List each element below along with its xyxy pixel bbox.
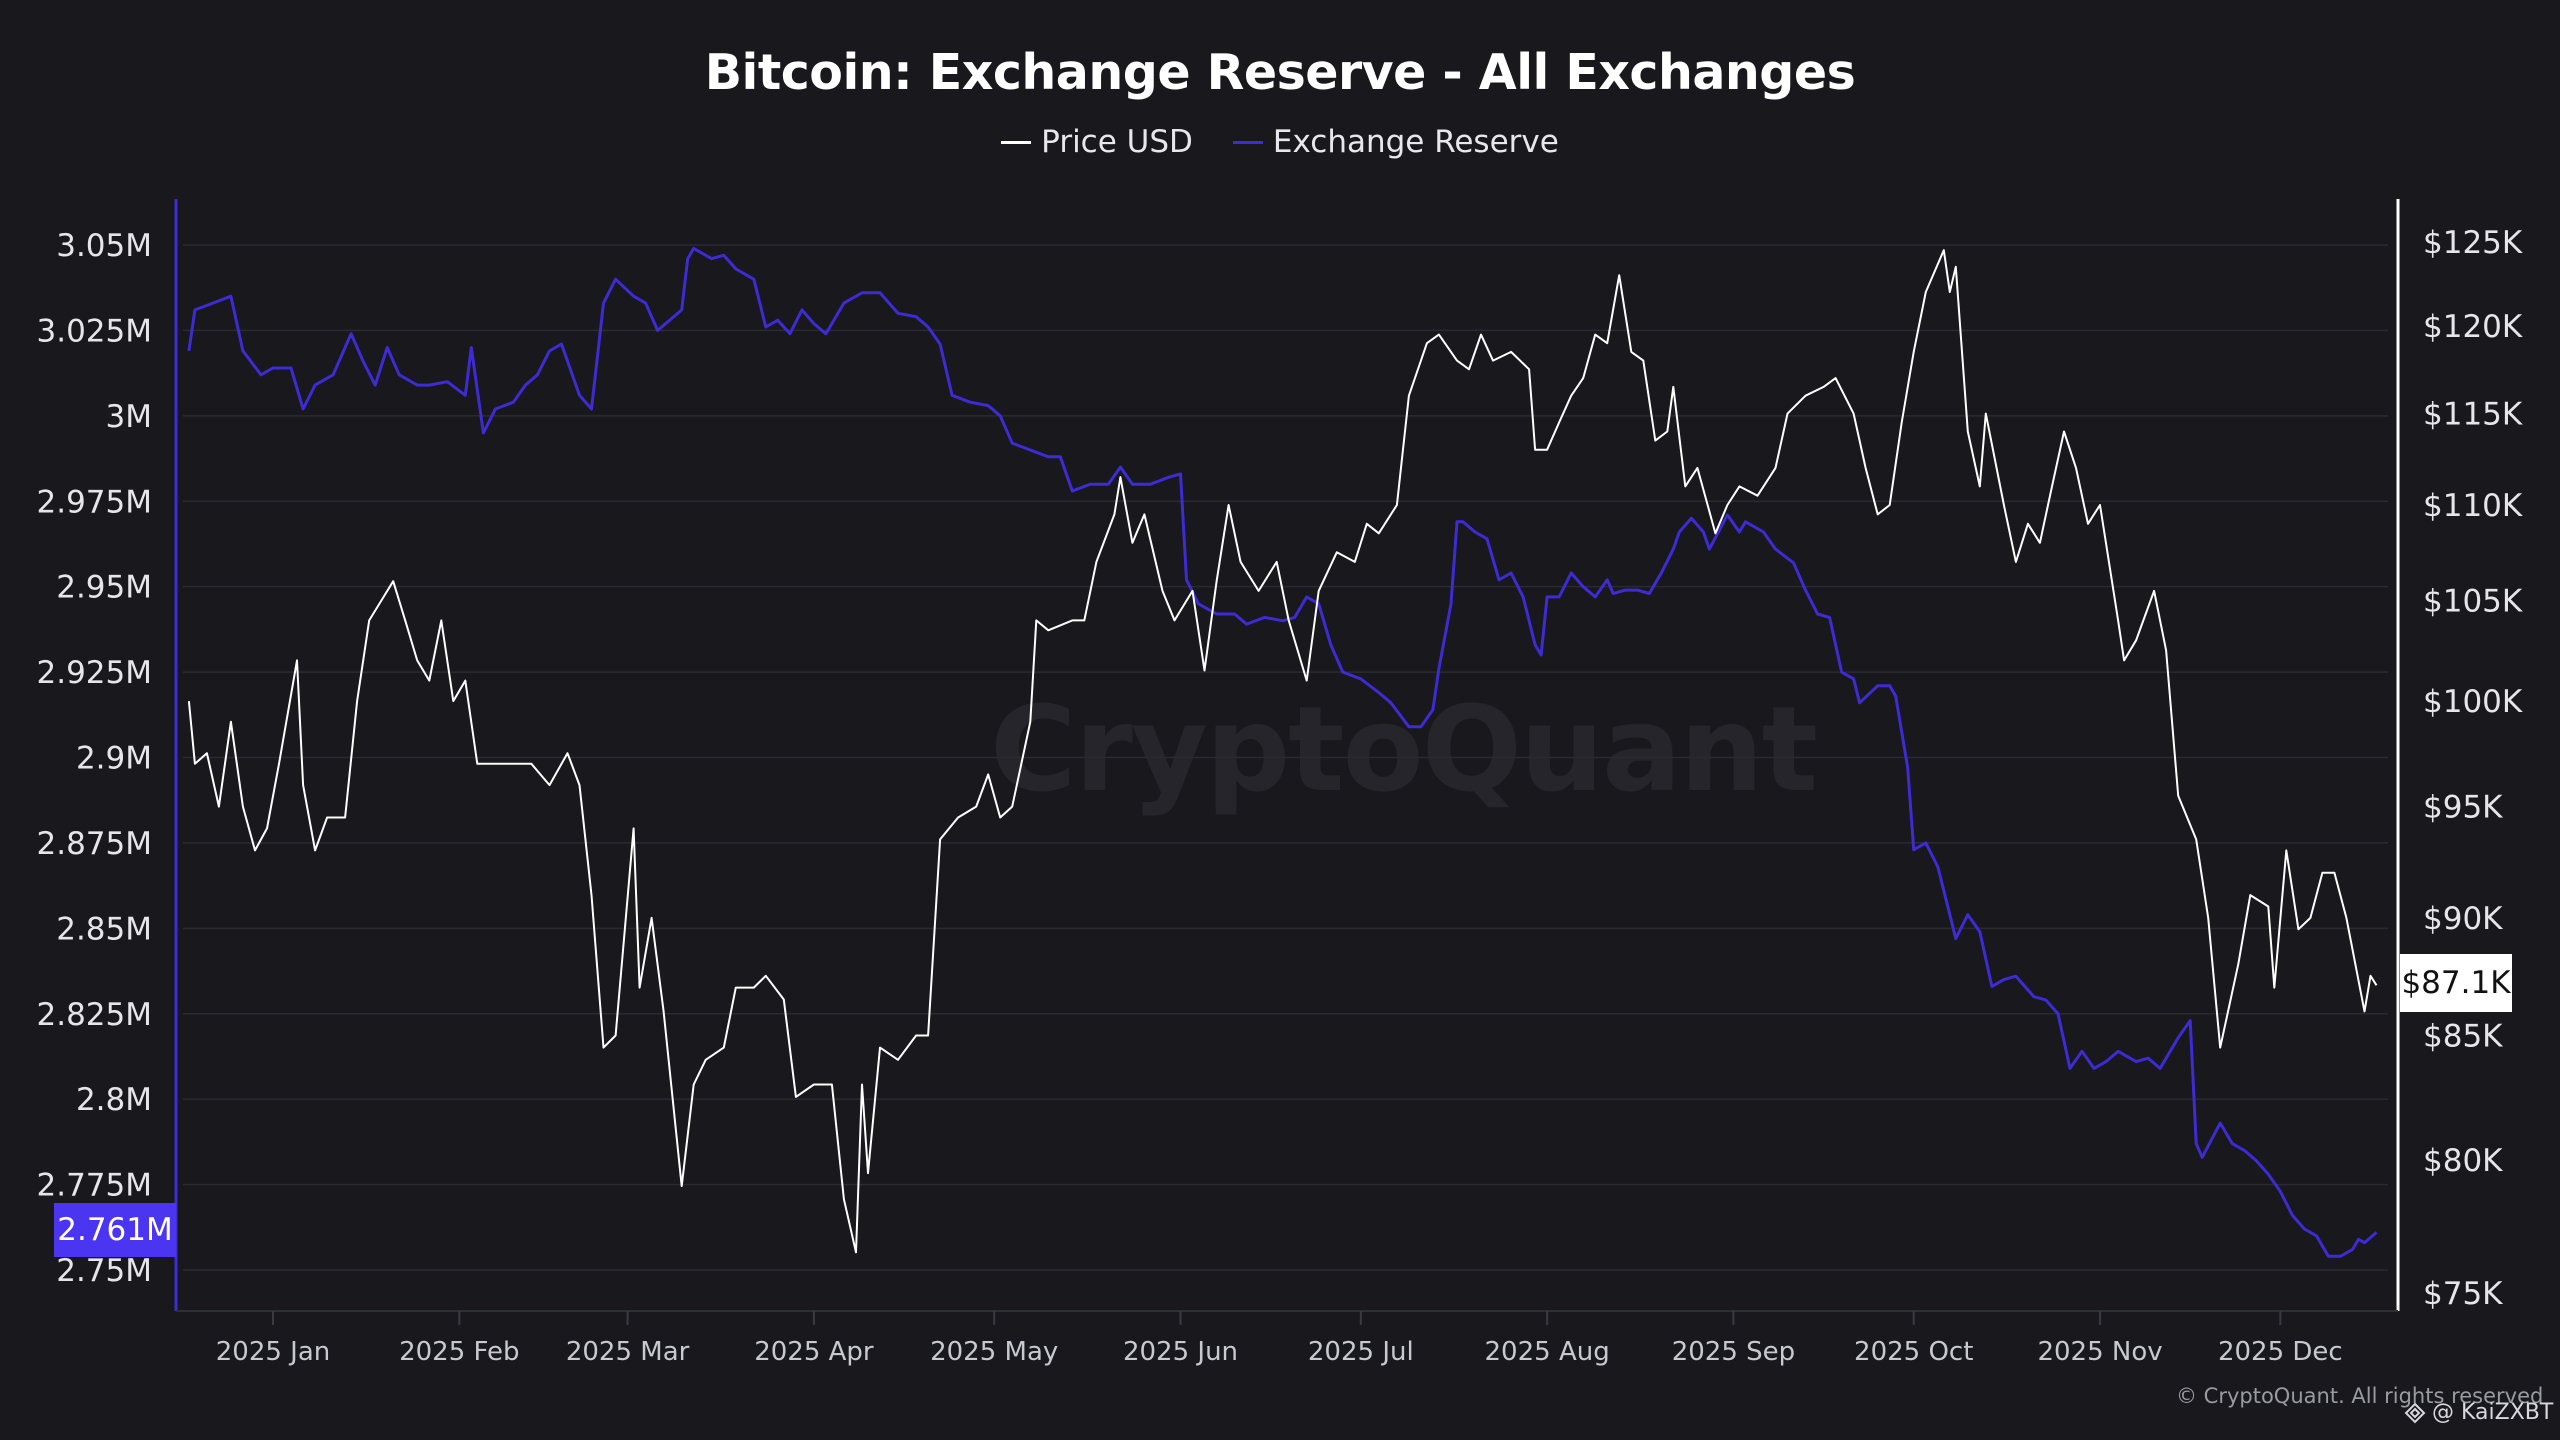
legend-item-price[interactable]: Price USD — [1001, 124, 1193, 160]
right-axis-tick-label: $75K — [2423, 1276, 2503, 1312]
right-axis-tick-label: $90K — [2423, 901, 2503, 937]
left-axis-tick-label: 2.75M — [56, 1253, 152, 1289]
left-axis-tick-label: 2.95M — [56, 570, 152, 606]
x-axis-tick-label: 2025 Jan — [216, 1337, 331, 1367]
legend-label-reserve: Exchange Reserve — [1272, 124, 1559, 160]
chart-title: Bitcoin: Exchange Reserve - All Exchange… — [704, 44, 1856, 101]
price-usd-line — [187, 249, 2378, 1254]
x-axis-tick-label: 2025 Dec — [2218, 1337, 2343, 1367]
left-axis-tick-label: 2.975M — [37, 484, 153, 520]
right-axis-tick-label: $100K — [2423, 684, 2523, 720]
left-axis-tick-label: 2.825M — [37, 997, 153, 1033]
right-axis-tick-label: $85K — [2423, 1018, 2503, 1054]
price-last-value-badge: $87.1K — [2400, 954, 2512, 1012]
x-axis-tick-label: 2025 Apr — [754, 1337, 874, 1367]
handle-text: @ KaiZXBT — [2432, 1400, 2554, 1425]
copyright-text: © CryptoQuant. All rights reserved — [2176, 1384, 2544, 1408]
left-axis-tick-label: 3.025M — [37, 313, 153, 349]
binance-diamond-icon — [2404, 1402, 2426, 1423]
right-axis-tick-label: $125K — [2423, 225, 2523, 261]
left-axis-tick-label: 2.925M — [37, 655, 153, 691]
right-axis-tick-label: $110K — [2423, 488, 2523, 524]
left-axis-tick-label: 2.775M — [37, 1168, 153, 1204]
watermark: CryptoQuant — [990, 680, 1818, 818]
right-axis-tick-label: $105K — [2423, 584, 2523, 620]
legend-swatch-reserve — [1232, 140, 1263, 144]
x-axis-tick-label: 2025 Oct — [1854, 1337, 1973, 1367]
x-axis-tick-label: 2025 Jun — [1123, 1337, 1238, 1367]
x-axis-tick-label: 2025 Jul — [1308, 1337, 1414, 1367]
exchange-reserve-line — [187, 246, 2378, 1258]
author-handle: @ KaiZXBT — [2404, 1400, 2553, 1425]
reserve-last-value-badge: 2.761M — [54, 1203, 176, 1257]
x-axis-tick-label: 2025 Nov — [2037, 1337, 2162, 1367]
left-axis-tick-label: 2.875M — [37, 826, 153, 862]
right-axis-tick-label: $120K — [2423, 309, 2523, 345]
x-axis-tick-label: 2025 Aug — [1485, 1337, 1610, 1367]
legend: Price USD Exchange Reserve — [0, 124, 2560, 160]
right-axis-tick-label: $80K — [2423, 1143, 2503, 1179]
left-axis-tick-label: 2.8M — [76, 1082, 152, 1118]
legend-label-price: Price USD — [1041, 124, 1193, 160]
right-axis-tick-label: $115K — [2423, 397, 2523, 433]
x-axis-tick-label: 2025 Sep — [1672, 1337, 1795, 1367]
legend-item-reserve[interactable]: Exchange Reserve — [1232, 124, 1559, 160]
x-axis-tick-label: 2025 Feb — [399, 1337, 519, 1367]
right-axis-tick-label: $95K — [2423, 790, 2503, 826]
left-axis-tick-label: 3M — [106, 399, 152, 435]
left-axis-tick-label: 2.9M — [76, 741, 152, 777]
left-axis-tick-label: 3.05M — [56, 228, 152, 264]
left-axis-tick-label: 2.85M — [56, 911, 152, 947]
x-axis-tick-label: 2025 May — [930, 1337, 1058, 1367]
legend-swatch-price — [1001, 140, 1032, 144]
x-axis-tick-label: 2025 Mar — [566, 1337, 690, 1367]
